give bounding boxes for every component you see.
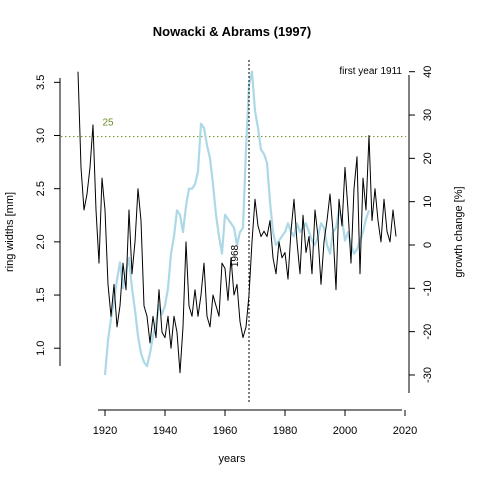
vline-label: 1968	[230, 244, 241, 267]
threshold-label: 25	[102, 118, 114, 129]
y-tick-label: 2.0	[35, 234, 47, 249]
y2-tick-label: 0	[422, 242, 434, 248]
y-axis-title: ring widths [mm]	[4, 192, 16, 272]
plot-area: 1920 1940 1960 1980 2000 2020 1.0 1.5 2.0 2.5 3.0 3…	[35, 60, 434, 437]
y-tick-label: 3.0	[35, 128, 47, 143]
ring-widths-line	[77, 71, 397, 374]
chart-title: Nowacki & Abrams (1997)	[153, 24, 311, 39]
x-tick-label: 1920	[93, 425, 117, 437]
y2-tick-label: -30	[422, 367, 434, 383]
growth-change-line	[103, 70, 371, 376]
y2-tick-label: -20	[422, 324, 434, 340]
y2-tick-label: 20	[422, 152, 434, 164]
y-tick-label: 2.5	[35, 181, 47, 196]
x-tick-label: 1980	[273, 425, 297, 437]
y-tick-label: 1.5	[35, 287, 47, 302]
x-tick-label: 1940	[153, 425, 177, 437]
y-tick-label: 1.0	[35, 341, 47, 356]
y2-tick-label: 10	[422, 196, 434, 208]
y2-tick-label: 40	[422, 66, 434, 78]
x-tick-label: 1960	[213, 425, 237, 437]
x-tick-label: 2000	[333, 425, 357, 437]
y2-tick-label: 30	[422, 109, 434, 121]
annotation-first-year: first year 1911	[339, 66, 402, 77]
y-tick-label: 3.5	[35, 75, 47, 90]
y2-tick-label: -10	[422, 280, 434, 296]
x-tick-label: 2020	[393, 425, 417, 437]
y2-axis-title: growth change [%]	[453, 186, 465, 277]
x-axis-title: years	[219, 453, 246, 465]
